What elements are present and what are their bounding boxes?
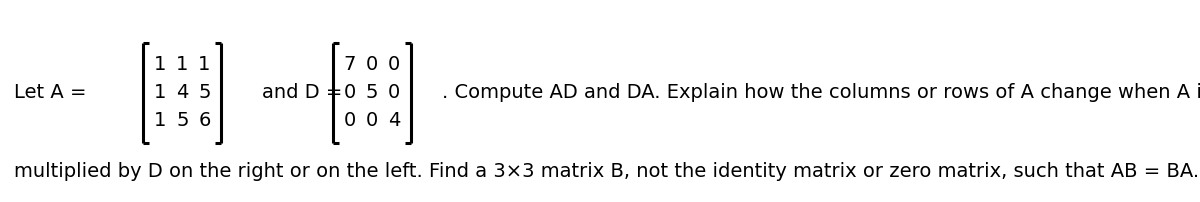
Text: 7: 7 — [344, 55, 356, 74]
Text: 1: 1 — [155, 112, 167, 130]
Text: 1: 1 — [155, 55, 167, 74]
Text: 0: 0 — [366, 112, 378, 130]
Text: 0: 0 — [366, 55, 378, 74]
Text: multiplied by D on the right or on the left. Find a 3×3 matrix B, not the identi: multiplied by D on the right or on the l… — [14, 162, 1200, 181]
Text: 5: 5 — [176, 112, 188, 130]
Text: 5: 5 — [198, 83, 211, 102]
Text: 1: 1 — [155, 83, 167, 102]
Text: 4: 4 — [388, 112, 400, 130]
Text: and D =: and D = — [262, 83, 342, 102]
Text: 1: 1 — [198, 55, 210, 74]
Text: 1: 1 — [176, 55, 188, 74]
Text: Let A =: Let A = — [14, 83, 86, 102]
Text: . Compute AD and DA. Explain how the columns or rows of A change when A is: . Compute AD and DA. Explain how the col… — [442, 83, 1200, 102]
Text: 4: 4 — [176, 83, 188, 102]
Text: 5: 5 — [366, 83, 378, 102]
Text: 0: 0 — [388, 83, 400, 102]
Text: 0: 0 — [344, 83, 356, 102]
Text: 6: 6 — [198, 112, 210, 130]
Text: 0: 0 — [344, 112, 356, 130]
Text: 0: 0 — [388, 55, 400, 74]
